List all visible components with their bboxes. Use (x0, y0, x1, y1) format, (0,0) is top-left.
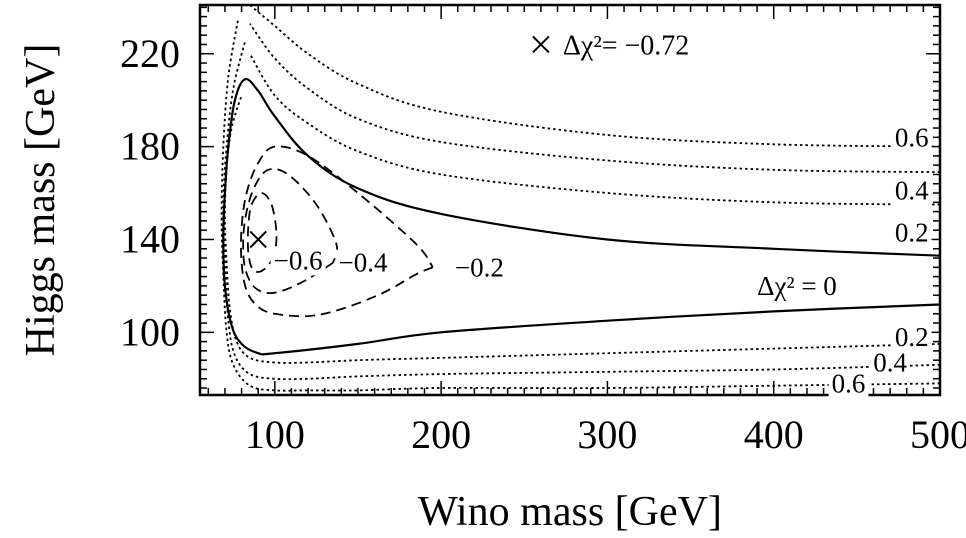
x-tick-label: 500 (910, 412, 966, 457)
contour-label: −0.2 (455, 252, 504, 282)
minimum-marker (532, 35, 550, 54)
contour-label: 0.6 (895, 122, 929, 152)
y-tick-label: 220 (120, 31, 180, 76)
x-tick-label: 200 (411, 412, 471, 457)
contour-label: 0.2 (895, 322, 929, 352)
contour-line-6 (220, 18, 940, 392)
y-tick-label: 180 (120, 124, 180, 169)
contour-line-8 (242, 168, 338, 295)
contour-label-bg (891, 323, 932, 352)
contour-line-5 (222, 41, 940, 381)
contour-label-bg (891, 219, 932, 248)
contour-line-9 (246, 192, 278, 273)
contour-label-bg (451, 254, 507, 283)
contour-line-1 (249, 23, 940, 173)
x-tick-label: 300 (577, 412, 637, 457)
contour-line-4 (223, 95, 940, 364)
x-tick-label: 100 (245, 412, 305, 457)
contour-line-7 (240, 145, 434, 318)
contour-label: 0.4 (895, 176, 929, 206)
contour-label: −0.6 (274, 245, 323, 275)
contour-label-bg (754, 272, 840, 301)
contour-label-bg (870, 349, 910, 378)
contour-label-bg (891, 124, 932, 153)
y-tick-label: 140 (120, 216, 180, 261)
minimum-label: Δχ²= −0.72 (563, 30, 689, 61)
y-tick-label: 100 (120, 309, 180, 354)
contour-label-bg (891, 177, 932, 206)
contour-label: 0.2 (895, 218, 929, 248)
contour-line-2 (249, 53, 940, 206)
y-axis-title: Higgs mass [GeV] (18, 44, 64, 357)
x-tick-label: 400 (744, 412, 804, 457)
contour-label-bg (828, 370, 869, 399)
contour-label: −0.4 (338, 248, 387, 278)
contour-line-0 (249, 5, 940, 148)
contour-label: 0.4 (873, 348, 907, 378)
contour-label-bg (270, 247, 326, 276)
tick-layer: 100 200 300 400 500 100 140 180 220 (120, 5, 966, 457)
contour-layer (220, 5, 940, 392)
contour-line-3 (222, 77, 940, 356)
x-axis-title: Wino mass [GeV] (418, 489, 722, 535)
plot-frame (198, 3, 942, 397)
contour-label-bg (335, 249, 391, 278)
contour-label: Δχ² = 0 (757, 271, 837, 301)
minimum-marker (249, 230, 267, 249)
contour-label: 0.6 (832, 368, 866, 398)
